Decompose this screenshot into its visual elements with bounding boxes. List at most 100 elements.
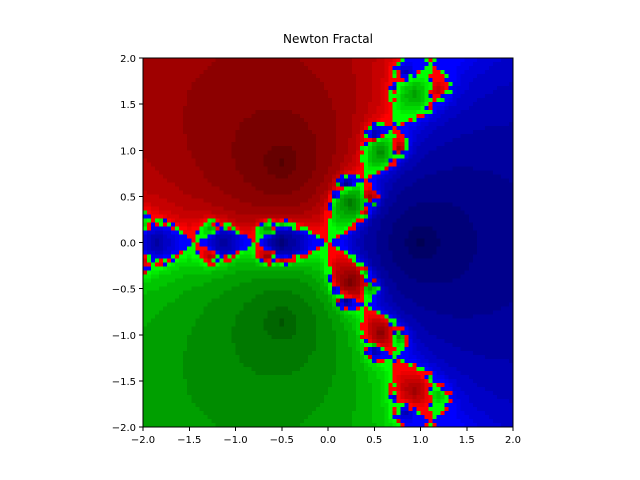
fractal-cell bbox=[279, 58, 285, 63]
fractal-cell bbox=[315, 146, 321, 151]
fractal-cell bbox=[187, 202, 192, 207]
fractal-cell bbox=[311, 106, 317, 111]
fractal-cell bbox=[215, 142, 221, 147]
fractal-cell bbox=[183, 270, 188, 276]
fractal-cell bbox=[287, 230, 293, 236]
fractal-cell bbox=[167, 250, 172, 256]
fractal-cell bbox=[215, 114, 221, 119]
fractal-cell bbox=[420, 222, 426, 228]
fractal-cell bbox=[195, 58, 200, 63]
fractal-cell bbox=[404, 250, 410, 256]
fractal-cell bbox=[143, 118, 148, 123]
fractal-cell bbox=[388, 66, 393, 71]
fractal-cell bbox=[384, 78, 389, 83]
fractal-cell bbox=[356, 170, 361, 175]
fractal-cell bbox=[167, 242, 172, 248]
fractal-cell bbox=[287, 154, 293, 159]
fractal-cell bbox=[360, 138, 365, 143]
fractal-cell bbox=[211, 74, 216, 79]
fractal-cell bbox=[328, 266, 333, 272]
fractal-cell bbox=[239, 262, 245, 268]
fractal-cell bbox=[223, 102, 229, 107]
fractal-cell bbox=[307, 242, 313, 248]
fractal-cell bbox=[480, 254, 486, 260]
fractal-cell bbox=[364, 186, 369, 191]
fractal-cell bbox=[323, 166, 329, 171]
fractal-cell bbox=[432, 234, 438, 240]
fractal-cell bbox=[376, 138, 381, 143]
fractal-cell bbox=[408, 90, 414, 95]
fractal-cell bbox=[460, 158, 466, 163]
fractal-cell bbox=[235, 266, 241, 272]
fractal-cell bbox=[215, 226, 221, 232]
fractal-cell bbox=[488, 222, 494, 228]
fractal-cell bbox=[472, 126, 478, 131]
fractal-cell bbox=[384, 186, 389, 191]
fractal-cell bbox=[275, 266, 281, 272]
fractal-cell bbox=[315, 154, 321, 159]
fractal-cell bbox=[356, 254, 361, 260]
fractal-cell bbox=[151, 258, 156, 264]
fractal-cell bbox=[352, 94, 357, 99]
fractal-cell bbox=[255, 250, 261, 256]
fractal-cell bbox=[291, 254, 297, 260]
fractal-cell bbox=[179, 86, 184, 91]
fractal-cell bbox=[332, 206, 337, 212]
fractal-cell bbox=[484, 98, 490, 103]
fractal-cell bbox=[328, 198, 333, 203]
fractal-cell bbox=[384, 90, 389, 95]
fractal-cell bbox=[187, 214, 192, 220]
fractal-cell bbox=[143, 178, 148, 183]
fractal-cell bbox=[227, 98, 233, 103]
fractal-cell bbox=[283, 254, 289, 260]
fractal-cell bbox=[287, 170, 293, 175]
fractal-cell bbox=[460, 170, 466, 175]
fractal-cell bbox=[424, 74, 430, 79]
fractal-cell bbox=[183, 170, 188, 175]
fractal-cell bbox=[307, 254, 313, 260]
fractal-cell bbox=[239, 250, 245, 256]
fractal-cell bbox=[315, 94, 321, 99]
fractal-cell bbox=[259, 234, 265, 240]
fractal-cell bbox=[183, 98, 188, 103]
fractal-cell bbox=[255, 138, 261, 143]
fractal-cell bbox=[392, 266, 397, 272]
fractal-cell bbox=[420, 234, 426, 240]
fractal-cell bbox=[412, 166, 418, 171]
fractal-cell bbox=[496, 246, 502, 252]
fractal-cell bbox=[247, 262, 253, 268]
fractal-cell bbox=[323, 246, 329, 252]
fractal-cell bbox=[311, 266, 317, 272]
fractal-cell bbox=[340, 98, 345, 103]
fractal-cell bbox=[392, 90, 397, 95]
fractal-cell bbox=[167, 90, 172, 95]
fractal-cell bbox=[171, 110, 176, 115]
fractal-cell bbox=[432, 74, 438, 79]
fractal-cell bbox=[255, 210, 261, 216]
fractal-cell bbox=[444, 170, 450, 175]
fractal-cell bbox=[356, 142, 361, 147]
fractal-cell bbox=[488, 166, 494, 171]
fractal-cell bbox=[456, 158, 462, 163]
fractal-cell bbox=[223, 134, 229, 139]
fractal-cell bbox=[392, 170, 397, 175]
fractal-cell bbox=[275, 146, 281, 151]
fractal-cell bbox=[484, 266, 490, 272]
fractal-cell bbox=[315, 198, 321, 203]
fractal-cell bbox=[239, 246, 245, 252]
fractal-cell bbox=[468, 198, 474, 203]
fractal-cell bbox=[432, 174, 438, 179]
fractal-cell bbox=[299, 142, 305, 147]
fractal-cell bbox=[484, 194, 490, 199]
fractal-cell bbox=[396, 190, 401, 195]
fractal-cell bbox=[348, 98, 353, 103]
fractal-cell bbox=[223, 174, 229, 179]
fractal-cell bbox=[167, 126, 172, 131]
fractal-cell bbox=[496, 218, 502, 224]
fractal-cell bbox=[167, 130, 172, 135]
fractal-cell bbox=[452, 258, 458, 264]
fractal-cell bbox=[328, 254, 333, 260]
fractal-cell bbox=[476, 186, 482, 191]
fractal-cell bbox=[163, 202, 168, 207]
fractal-cell bbox=[372, 122, 377, 127]
